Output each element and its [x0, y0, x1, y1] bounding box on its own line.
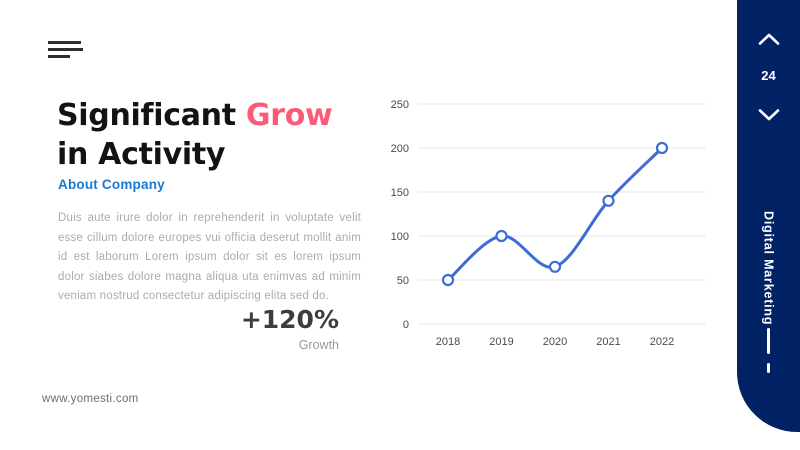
dash-decoration	[767, 328, 770, 354]
dash-decoration	[767, 363, 770, 373]
y-tick-label: 0	[403, 319, 409, 331]
x-tick-label: 2019	[489, 336, 513, 348]
website-url: www.yomesti.com	[42, 393, 139, 405]
chart-marker	[602, 194, 615, 207]
sidebar: 24 Digital Marketing	[737, 0, 800, 432]
chart-marker	[548, 260, 562, 273]
y-tick-label: 150	[391, 187, 409, 199]
y-tick-label: 100	[391, 231, 409, 243]
hamburger-icon	[48, 55, 70, 58]
chart-line-series	[446, 146, 664, 282]
x-tick-label: 2020	[543, 336, 567, 348]
x-tick-label: 2022	[650, 336, 674, 348]
sidebar-vertical-label: Digital Marketing	[761, 211, 776, 326]
chevron-down-icon	[758, 109, 779, 121]
subtitle: About Company	[58, 177, 165, 192]
x-tick-label: 2018	[436, 336, 460, 348]
hamburger-icon	[48, 48, 83, 51]
y-tick-label: 250	[391, 99, 409, 111]
page-title: Significant Grow in Activity	[57, 96, 377, 174]
hamburger-icon	[48, 41, 81, 44]
title-line2-text: in Activity	[57, 137, 226, 172]
chevron-up-icon	[758, 33, 779, 45]
body-text: Duis aute irure dolor in reprehenderit i…	[58, 212, 361, 302]
growth-stat-label: Growth	[298, 338, 339, 352]
menu-button[interactable]	[48, 41, 84, 62]
nav-up-button[interactable]	[737, 29, 800, 49]
title-line1-accent: Grow	[245, 98, 333, 133]
nav-down-button[interactable]	[737, 105, 800, 125]
x-tick-label: 2021	[596, 336, 620, 348]
page-number: 24	[761, 68, 776, 83]
growth-stat-value: +120%	[240, 305, 339, 334]
chart-marker	[441, 273, 455, 287]
chart-marker	[655, 141, 669, 155]
y-tick-label: 50	[397, 275, 409, 287]
growth-stat: +120% Growth	[58, 305, 339, 352]
chart-marker	[495, 229, 508, 243]
line-chart: 0 50 100 150 200 250 2018 2019 2020 2021 2022	[391, 99, 706, 348]
title-line1-text: Significant	[57, 98, 246, 133]
y-tick-label: 200	[391, 143, 409, 155]
